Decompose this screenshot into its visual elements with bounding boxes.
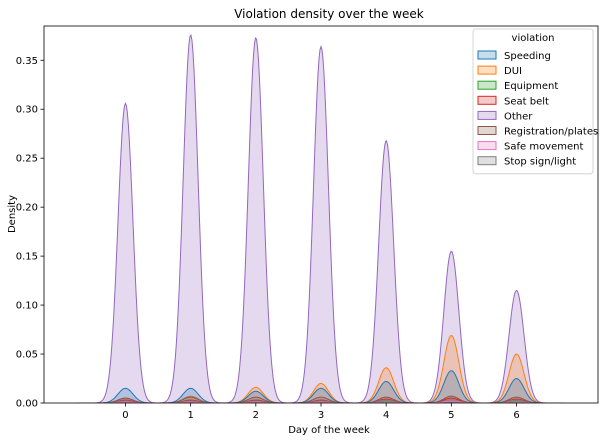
density-area-other: [76, 35, 566, 403]
density-line-registration-plates: [76, 395, 566, 403]
x-tick-label: 2: [253, 410, 259, 421]
density-line-stop-sign-light: [76, 399, 566, 403]
y-tick-label: 0.00: [16, 399, 38, 410]
legend-swatch-safe-movement: [477, 141, 497, 151]
legend-label-equipment: Equipment: [504, 81, 558, 92]
y-tick-label: 0.20: [16, 203, 38, 214]
plot-area: [76, 34, 566, 403]
legend-label-dui: DUI: [504, 66, 522, 77]
legend-swatch-speeding: [477, 50, 497, 60]
legend: violation Speeding DUI Equipment Seat belt Ot…: [472, 28, 598, 175]
y-tick-label: 0.30: [16, 105, 38, 116]
x-tick-label: 4: [383, 410, 389, 421]
density-line-seat-belt: [76, 397, 566, 403]
y-tick-label: 0.10: [16, 301, 38, 312]
x-tick-label: 0: [122, 410, 128, 421]
x-tick-label: 6: [513, 410, 519, 421]
x-tick-label: 5: [448, 410, 454, 421]
legend-swatch-registration-plates: [477, 126, 497, 135]
legend-label-speeding: Speeding: [504, 51, 551, 62]
y-tick-label: 0.15: [16, 252, 38, 263]
legend-swatch-equipment: [477, 80, 497, 90]
legend-title: violation: [512, 33, 555, 44]
legend-label-stop-sign-light: Stop sign/light: [504, 157, 576, 168]
legend-box: [472, 28, 594, 175]
legend-swatch-stop-sign-light: [477, 156, 497, 166]
legend-label-other: Other: [504, 111, 533, 122]
y-tick-label: 0.25: [16, 154, 38, 165]
axes: 0 1 2 3 4 5 6 0.00 0.05 0.10 0.15 0.20 0.25 0.30 0.35: [16, 25, 599, 421]
x-axis-label: Day of the week: [288, 425, 370, 436]
density-line-safe-movement: [76, 400, 566, 403]
legend-label-safe-movement: Safe movement: [504, 142, 583, 153]
y-tick-label: 0.05: [16, 350, 38, 361]
y-tick-label: 0.35: [16, 56, 38, 67]
legend-swatch-seat-belt: [477, 95, 497, 105]
legend-label-seat-belt: Seat belt: [504, 96, 549, 107]
chart-title: Violation density over the week: [234, 7, 424, 21]
legend-label-registration-plates: Registration/plates: [504, 127, 598, 138]
x-tick-label: 3: [318, 410, 324, 421]
y-axis-label: Density: [7, 195, 18, 233]
legend-swatch-dui: [477, 65, 497, 75]
x-tick-label: 1: [187, 410, 193, 421]
legend-swatch-other: [477, 110, 497, 120]
